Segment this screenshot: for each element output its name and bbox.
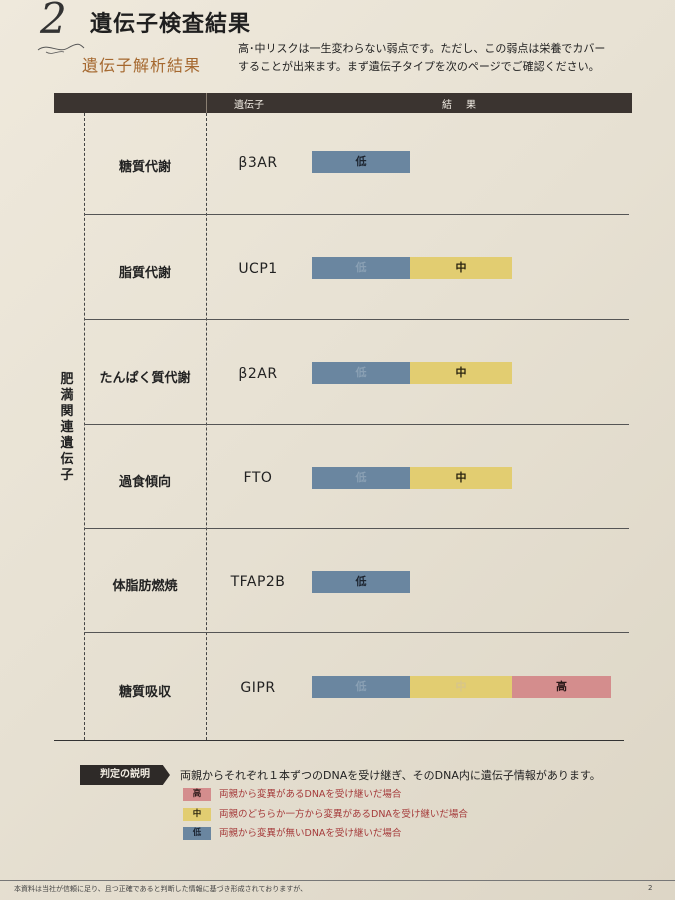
- category-label: たんぱく質代謝: [99, 371, 191, 386]
- result-bar-mid: 中: [410, 257, 512, 279]
- result-bar-low: 低: [312, 467, 410, 489]
- page-title: 遺伝子検査結果: [90, 12, 252, 37]
- gene-name: β2AR: [238, 366, 278, 382]
- legend-item-mid: 中両親のどちらか一方から変異があるDNAを受け継いだ場合: [183, 806, 468, 821]
- result-bar-mid: 中: [410, 676, 512, 698]
- row-divider: [84, 632, 629, 633]
- legend-text: 両親のどちらか一方から変異があるDNAを受け継いだ場合: [219, 809, 468, 820]
- section-subtitle: 遺伝子解析結果: [82, 56, 202, 75]
- footer-divider: [0, 880, 675, 881]
- gene-name: UCP1: [238, 261, 278, 277]
- legend-text: 両親から変異があるDNAを受け継いだ場合: [219, 789, 402, 800]
- legend-swatch-high: 高: [183, 788, 211, 801]
- group-column-divider: [84, 113, 85, 740]
- row-divider: [84, 528, 629, 529]
- header-divider: [206, 93, 207, 113]
- category-label: 過食傾向: [118, 475, 171, 490]
- footer-disclaimer: 本資料は当社が信頼に足り、且つ正確であると判断した情報に基づき形成されております…: [14, 885, 308, 893]
- legend-main-text: 両親からそれぞれ１本ずつのDNAを受け継ぎ、そのDNA内に遺伝子情報があります。: [180, 769, 601, 782]
- result-bar-mid: 中: [410, 362, 512, 384]
- legend-item-low: 低両親から変異が無いDNAを受け継いだ場合: [183, 825, 401, 840]
- group-label-obesity-genes: 肥満関連遺伝子: [60, 372, 74, 483]
- result-bar-low: 低: [312, 362, 410, 384]
- page-header: 2 遺伝子検査結果 遺伝子解析結果 高･中リスクは一生変わらない弱点です。ただし…: [0, 0, 675, 90]
- result-bar-low: 低: [312, 676, 410, 698]
- legend-swatch-mid: 中: [183, 808, 211, 821]
- row-divider: [84, 319, 629, 320]
- category-label: 糖質吸収: [118, 685, 171, 700]
- gene-name: β3AR: [238, 155, 278, 171]
- gene-name: GIPR: [240, 680, 276, 696]
- legend-tag: 判定の説明: [80, 765, 170, 785]
- table-bottom-line: [54, 740, 624, 741]
- section-number: 2: [40, 0, 67, 43]
- table-header-bar: 遺伝子 結果: [54, 93, 632, 113]
- row-divider: [84, 424, 629, 425]
- category-label: 体脂肪燃焼: [112, 579, 178, 594]
- result-bar-mid: 中: [410, 467, 512, 489]
- page-number: 2: [648, 884, 653, 892]
- header-description: 高･中リスクは一生変わらない弱点です。ただし、この弱点は栄養でカバー することが…: [238, 40, 658, 76]
- gene-name: FTO: [243, 470, 273, 486]
- row-divider: [84, 214, 629, 215]
- flourish-ornament-icon: [37, 43, 85, 54]
- result-bar-high: 高: [512, 676, 611, 698]
- result-bar-low: 低: [312, 151, 410, 173]
- category-label: 脂質代謝: [118, 266, 171, 281]
- column-header-gene: 遺伝子: [234, 100, 264, 111]
- result-bar-low: 低: [312, 571, 410, 593]
- description-line-1: 高･中リスクは一生変わらない弱点です。ただし、この弱点は栄養でカバー: [238, 42, 606, 55]
- legend-item-high: 高両親から変異があるDNAを受け継いだ場合: [183, 786, 401, 801]
- gene-column-divider: [206, 113, 207, 740]
- column-header-result: 結果: [442, 100, 490, 111]
- result-bar-low: 低: [312, 257, 410, 279]
- gene-name: TFAP2B: [230, 574, 286, 590]
- legend-swatch-low: 低: [183, 827, 211, 840]
- description-line-2: することが出来ます。まず遺伝子タイプを次のページでご確認ください。: [238, 60, 600, 73]
- legend-text: 両親から変異が無いDNAを受け継いだ場合: [219, 828, 402, 839]
- category-label: 糖質代謝: [118, 160, 171, 175]
